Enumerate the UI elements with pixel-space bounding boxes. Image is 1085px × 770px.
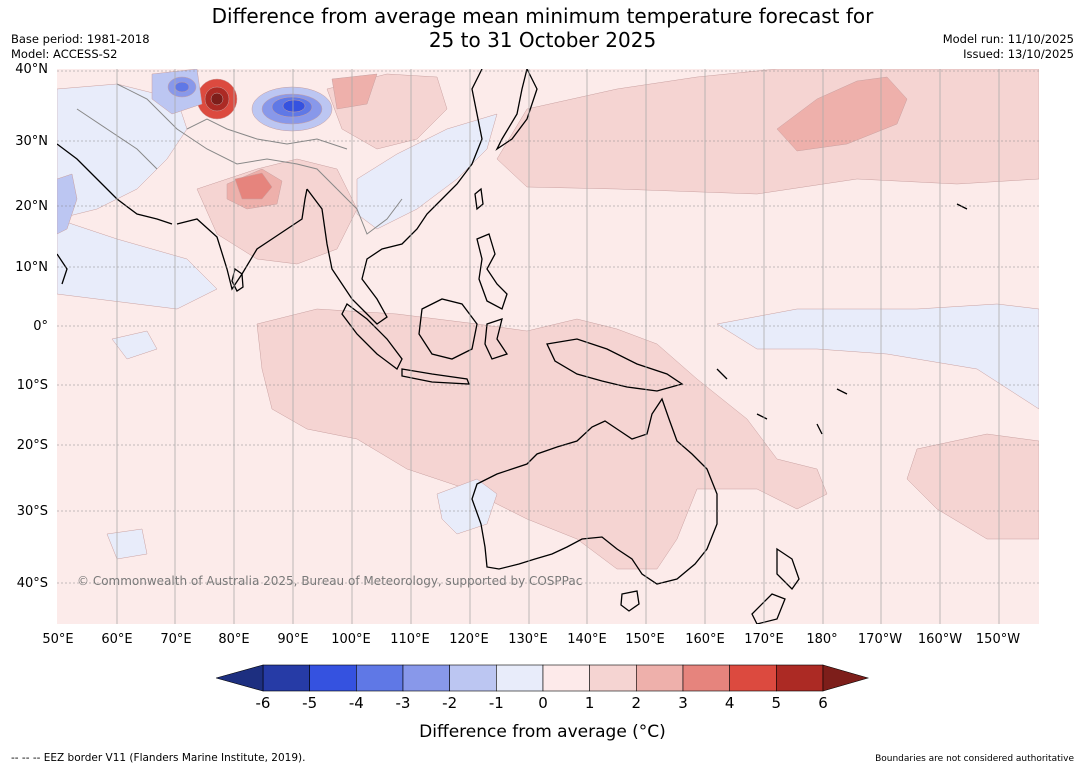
latitude-label: 20°S	[16, 438, 48, 453]
new-guinea-coastline	[546, 338, 684, 392]
new-zealand-coastline	[751, 547, 800, 624]
longitude-label: 140°E	[567, 632, 607, 647]
longitude-label: 150°W	[975, 632, 1021, 647]
copyright-notice: © Commonwealth of Australia 2025, Bureau…	[77, 574, 582, 588]
meta-right: Model run: 11/10/2025 Issued: 13/10/2025	[943, 32, 1074, 62]
latitude-label: 10°N	[15, 260, 48, 275]
colorbar-low-arrow	[216, 664, 264, 692]
india-coastline	[176, 188, 308, 291]
model-run: Model run: 11/10/2025	[942, 32, 1074, 46]
colorbar-box	[449, 664, 497, 692]
colorbar-tick: 0	[538, 694, 548, 712]
colorbar-box	[729, 664, 777, 692]
colorbar-box	[309, 664, 357, 692]
latitude-label: 40°S	[16, 576, 48, 591]
longitude-label: 130°E	[508, 632, 548, 647]
longitude-label: 100°E	[331, 632, 371, 647]
meta-left: Base period: 1981-2018 Model: ACCESS-S2	[11, 32, 150, 62]
colorbar-box	[589, 664, 637, 692]
colorbar-box	[776, 664, 824, 692]
eez-note: -- -- -- EEZ border V11 (Flanders Marine…	[11, 752, 306, 764]
pacific-islands	[716, 203, 968, 435]
longitude-label: 170°E	[744, 632, 784, 647]
colorbar-tick: 3	[678, 694, 688, 712]
colorbar-box	[402, 664, 450, 692]
latitude-label: 10°S	[16, 378, 48, 393]
longitude-label: 50°E	[42, 632, 74, 647]
longitude-label: 170°W	[857, 632, 903, 647]
colorbar-tick: 1	[584, 694, 595, 712]
latitude-label: 30°N	[15, 134, 48, 149]
title-line-2: 25 to 31 October 2025	[428, 28, 657, 52]
colorbar-tick: -4	[348, 694, 364, 712]
latitude-label: 0°	[33, 319, 48, 334]
boundaries-disclaimer: Boundaries are not considered authoritat…	[875, 754, 1074, 764]
taiwan-coastline	[474, 187, 484, 211]
japan-coastline	[495, 69, 538, 151]
longitude-label: 180°	[806, 632, 838, 647]
colorbar-box	[542, 664, 590, 692]
longitude-label: 150°E	[625, 632, 665, 647]
colorbar-tick: -1	[488, 694, 504, 712]
colorbar-tick: 6	[818, 694, 828, 712]
meridians	[116, 69, 1000, 624]
borneo-coastline	[418, 298, 478, 360]
longitude-label: 120°E	[449, 632, 489, 647]
country-borders	[76, 83, 403, 235]
longitude-label: 90°E	[277, 632, 309, 647]
colorbar-tick: -6	[255, 694, 271, 712]
latitude-label: 20°N	[15, 199, 48, 214]
colorbar-tick: -3	[395, 694, 411, 712]
colorbar-box	[496, 664, 544, 692]
coastlines	[57, 69, 968, 624]
colorbar-boxes	[262, 664, 824, 692]
colorbar-box	[356, 664, 404, 692]
latitude-label: 30°S	[16, 504, 48, 519]
issued-date: Issued: 13/10/2025	[963, 47, 1074, 61]
tasmania-coastline	[620, 590, 640, 612]
title-line-1: Difference from average mean minimum tem…	[211, 4, 874, 28]
colorbar-box	[262, 664, 310, 692]
se-asia-coastline	[306, 69, 483, 325]
colorbar-label: Difference from average (°C)	[419, 722, 666, 742]
base-period: Base period: 1981-2018	[11, 32, 150, 46]
colorbar-high-arrow	[822, 664, 870, 692]
colorbar-tick: 5	[771, 694, 782, 712]
model-name: Model: ACCESS-S2	[11, 47, 118, 61]
australia-coastline	[471, 397, 718, 585]
africa-coastline	[57, 253, 68, 285]
sumatra-coastline	[341, 303, 403, 370]
longitude-label: 160°W	[917, 632, 963, 647]
longitude-label: 160°E	[685, 632, 725, 647]
latitude-label: 40°N	[15, 62, 48, 77]
colorbar-tick: 4	[724, 694, 735, 712]
longitude-label: 70°E	[160, 632, 192, 647]
colorbar-box	[682, 664, 730, 692]
chart-title: Difference from average mean minimum tem…	[0, 4, 1085, 52]
java-coastline	[401, 368, 470, 385]
colorbar-tick: 2	[631, 694, 642, 712]
anomaly-map: © Commonwealth of Australia 2025, Bureau…	[57, 69, 1039, 624]
philippines-coastline	[476, 233, 508, 310]
colorbar-tick: -2	[442, 694, 458, 712]
sri-lanka-coastline	[231, 267, 244, 292]
longitude-label: 110°E	[390, 632, 430, 647]
longitude-label: 80°E	[218, 632, 250, 647]
longitude-label: 60°E	[101, 632, 133, 647]
anomaly-shading	[57, 69, 1039, 570]
colorbar-tick: -5	[302, 694, 318, 712]
colorbar	[216, 664, 870, 692]
sulawesi-coastline	[484, 318, 509, 360]
colorbar-box	[636, 664, 684, 692]
